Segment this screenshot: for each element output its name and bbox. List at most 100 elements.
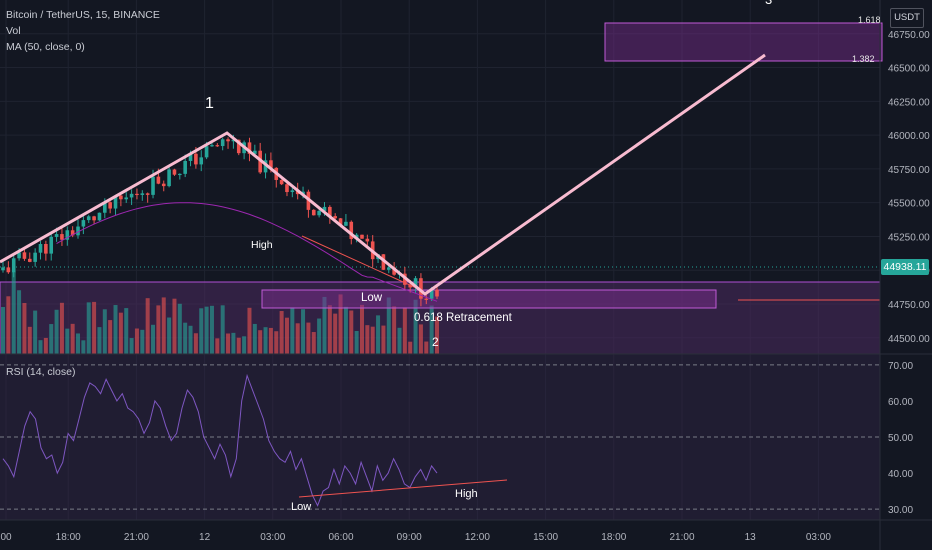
- volume-bar: [359, 304, 364, 354]
- candle-body[interactable]: [178, 173, 182, 176]
- volume-legend[interactable]: Vol: [6, 25, 21, 37]
- candle-body[interactable]: [161, 183, 166, 187]
- candle-body[interactable]: [97, 212, 102, 221]
- candle-body[interactable]: [151, 176, 155, 195]
- candle-body[interactable]: [86, 216, 91, 221]
- candle-body[interactable]: [156, 176, 161, 184]
- volume-bar: [49, 324, 54, 354]
- volume-bar: [397, 327, 402, 354]
- candle-body[interactable]: [172, 169, 177, 175]
- candle-body[interactable]: [253, 150, 257, 154]
- candle-body[interactable]: [429, 289, 434, 299]
- candle-body[interactable]: [92, 216, 96, 221]
- volume-bar: [204, 306, 209, 354]
- candle-body[interactable]: [22, 252, 27, 259]
- candle-body[interactable]: [338, 218, 343, 226]
- volume-bar: [252, 323, 257, 354]
- candle-body[interactable]: [424, 298, 429, 300]
- candle-body[interactable]: [103, 202, 107, 213]
- candle-body[interactable]: [413, 278, 418, 288]
- price-trendline: [301, 235, 424, 292]
- candle-body[interactable]: [344, 221, 348, 226]
- fib-level-lower: 1.382: [852, 54, 875, 64]
- candle-body[interactable]: [145, 193, 150, 195]
- candle-body[interactable]: [60, 234, 64, 240]
- candle-body[interactable]: [226, 139, 230, 142]
- candle-body[interactable]: [108, 202, 112, 209]
- candle-body[interactable]: [220, 139, 225, 147]
- candle-body[interactable]: [44, 244, 48, 254]
- candle-body[interactable]: [183, 160, 187, 174]
- candle-body[interactable]: [419, 278, 423, 299]
- volume-bar: [17, 290, 22, 354]
- candle-body[interactable]: [236, 139, 241, 154]
- volume-bar: [290, 307, 295, 354]
- volume-bars: [1, 271, 439, 354]
- candle-body[interactable]: [199, 157, 204, 165]
- candle-body[interactable]: [365, 238, 370, 242]
- volume-bar: [193, 333, 198, 354]
- candle-body[interactable]: [360, 234, 364, 239]
- candle-body[interactable]: [49, 236, 54, 254]
- candle-body[interactable]: [65, 230, 70, 240]
- candle-body[interactable]: [263, 160, 268, 173]
- candle-body[interactable]: [11, 258, 16, 273]
- rsi-legend[interactable]: RSI (14, close): [6, 366, 76, 378]
- candle-body[interactable]: [1, 267, 5, 271]
- rsi-tick-label: 40.00: [888, 469, 913, 480]
- candle-body[interactable]: [328, 206, 332, 217]
- candle-body[interactable]: [231, 139, 236, 142]
- candle-body[interactable]: [27, 258, 32, 262]
- volume-bar: [86, 302, 91, 354]
- candle-body[interactable]: [247, 142, 252, 154]
- candle-body[interactable]: [119, 195, 123, 200]
- candle-body[interactable]: [204, 146, 209, 158]
- candle-body[interactable]: [311, 209, 316, 216]
- candle-body[interactable]: [167, 169, 171, 187]
- ma-legend[interactable]: MA (50, close, 0): [6, 41, 85, 53]
- candle-body[interactable]: [317, 210, 321, 216]
- time-tick-label: 12: [199, 532, 211, 543]
- candle-body[interactable]: [54, 234, 59, 237]
- candle-body[interactable]: [392, 267, 396, 275]
- candle-body[interactable]: [135, 193, 139, 196]
- candle-body[interactable]: [333, 216, 337, 219]
- candle-body[interactable]: [70, 230, 75, 236]
- candle-body[interactable]: [322, 206, 327, 211]
- candle-body[interactable]: [6, 267, 11, 273]
- low-box-label: Low: [361, 292, 383, 304]
- volume-bar: [381, 325, 386, 354]
- candle-body[interactable]: [113, 195, 118, 209]
- fib-extension-zone[interactable]: [604, 22, 883, 62]
- wave-2-label: 2: [432, 335, 439, 349]
- wave-projection-path[interactable]: [0, 53, 766, 296]
- candle-body[interactable]: [140, 193, 145, 195]
- candle-body[interactable]: [349, 221, 354, 239]
- candle-body[interactable]: [33, 252, 37, 262]
- candle-body[interactable]: [129, 193, 134, 198]
- time-tick-label: 21:00: [669, 532, 694, 543]
- candle-body[interactable]: [285, 184, 289, 193]
- candle-body[interactable]: [386, 267, 391, 270]
- currency-badge[interactable]: USDT: [890, 8, 924, 28]
- retracement-zone[interactable]: [261, 289, 717, 309]
- candle-body[interactable]: [81, 220, 86, 227]
- candle-body[interactable]: [279, 179, 284, 185]
- candle-body[interactable]: [215, 145, 220, 147]
- rsi-tick-label: 50.00: [888, 433, 913, 444]
- volume-bar: [43, 337, 48, 354]
- candle-body[interactable]: [269, 160, 273, 168]
- candle-body[interactable]: [210, 145, 214, 147]
- candle-body[interactable]: [435, 289, 439, 297]
- volume-bar: [11, 271, 16, 354]
- candle-body[interactable]: [76, 226, 80, 236]
- candle-body[interactable]: [408, 284, 413, 288]
- candle-body[interactable]: [17, 252, 21, 259]
- candle-body[interactable]: [38, 244, 43, 253]
- candle-body[interactable]: [124, 197, 129, 200]
- candle-body[interactable]: [188, 153, 193, 161]
- candle-body[interactable]: [290, 190, 295, 193]
- symbol-legend[interactable]: Bitcoin / TetherUS, 15, BINANCE: [6, 9, 160, 21]
- candle-body[interactable]: [194, 153, 198, 165]
